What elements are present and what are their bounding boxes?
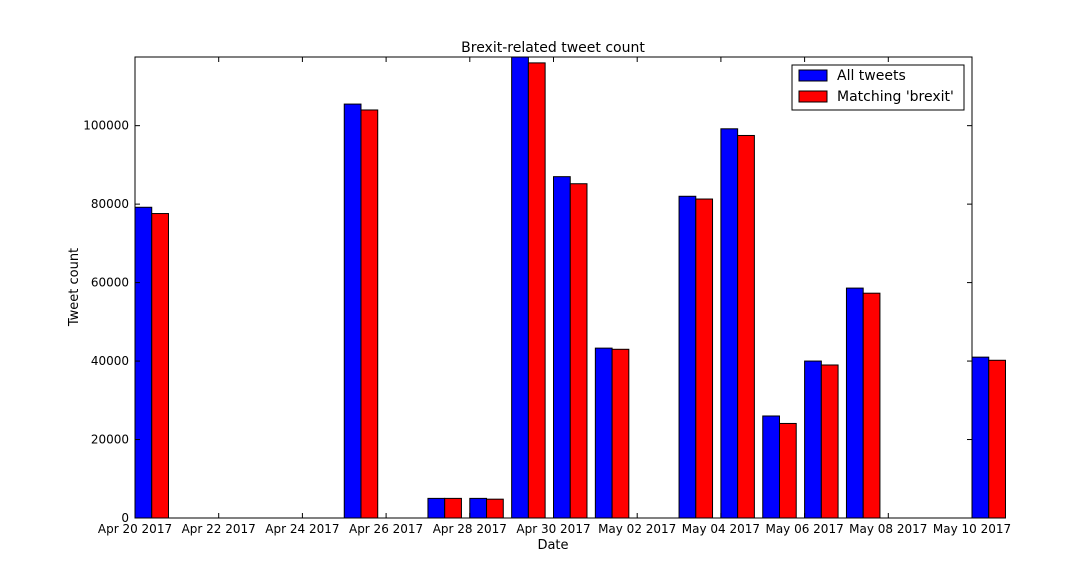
y-tick-label: 20000 — [91, 433, 129, 447]
x-tick-label: Apr 30 2017 — [516, 522, 590, 536]
bar-all-tweets — [553, 176, 571, 519]
x-tick-label: May 10 2017 — [933, 522, 1011, 536]
x-tick-label: Apr 26 2017 — [349, 522, 423, 536]
bar-matching-brexit — [444, 497, 462, 519]
bar-all-tweets — [804, 360, 822, 519]
legend-label-matching-brexit: Matching 'brexit' — [837, 89, 954, 105]
bar-matching-brexit — [569, 183, 588, 519]
chart-title: Brexit-related tweet count — [461, 40, 645, 56]
bars-group — [134, 56, 1006, 519]
x-tick-label: Apr 28 2017 — [433, 522, 507, 536]
y-tick-label: 0 — [121, 511, 129, 525]
legend-swatch-all-tweets — [798, 69, 828, 82]
bar-matching-brexit — [988, 359, 1006, 519]
bar-all-tweets — [134, 206, 153, 519]
y-tick-label: 40000 — [91, 354, 129, 368]
y-axis-label: Tweet count — [67, 248, 82, 327]
bar-all-tweets — [720, 128, 739, 519]
x-tick-label: Apr 24 2017 — [265, 522, 339, 536]
bar-all-tweets — [762, 415, 780, 519]
y-tick-label: 100000 — [83, 119, 129, 133]
bar-matching-brexit — [486, 498, 504, 519]
y-tick-label: 80000 — [91, 197, 129, 211]
x-tick-label: May 06 2017 — [765, 522, 843, 536]
bar-matching-brexit — [820, 364, 839, 519]
bar-matching-brexit — [611, 348, 630, 519]
bar-all-tweets — [971, 356, 990, 519]
bar-matching-brexit — [778, 422, 797, 519]
bar-matching-brexit — [527, 62, 546, 519]
x-tick-label: May 04 2017 — [682, 522, 760, 536]
plot-frame — [134, 56, 973, 519]
x-tick-label: May 08 2017 — [849, 522, 927, 536]
legend-swatch-matching-brexit — [798, 90, 828, 103]
bar-all-tweets — [343, 103, 362, 519]
x-axis-label: Date — [537, 538, 568, 553]
y-axis-ticks: 0 20000 40000 60000 80000 100000 — [83, 119, 972, 525]
bar-matching-brexit — [695, 198, 714, 519]
bar-all-tweets — [678, 195, 697, 519]
legend-label-all-tweets: All tweets — [837, 68, 906, 84]
x-tick-label: May 02 2017 — [598, 522, 676, 536]
x-tick-label: Apr 20 2017 — [98, 522, 172, 536]
bar-all-tweets — [511, 56, 529, 519]
bar-all-tweets — [427, 497, 446, 519]
bar-all-tweets — [594, 347, 613, 519]
legend: All tweets Matching 'brexit' — [791, 64, 965, 111]
bar-all-tweets — [845, 287, 864, 519]
x-axis-ticks: Apr 20 2017 Apr 22 2017 Apr 24 2017 Apr 26 … — [98, 57, 1011, 536]
bar-matching-brexit — [862, 292, 881, 519]
bar-matching-brexit — [737, 134, 755, 519]
x-tick-label: Apr 22 2017 — [182, 522, 256, 536]
y-tick-label: 60000 — [91, 276, 129, 290]
bar-matching-brexit — [360, 109, 379, 519]
bar-all-tweets — [469, 497, 488, 519]
bar-matching-brexit — [151, 213, 169, 519]
